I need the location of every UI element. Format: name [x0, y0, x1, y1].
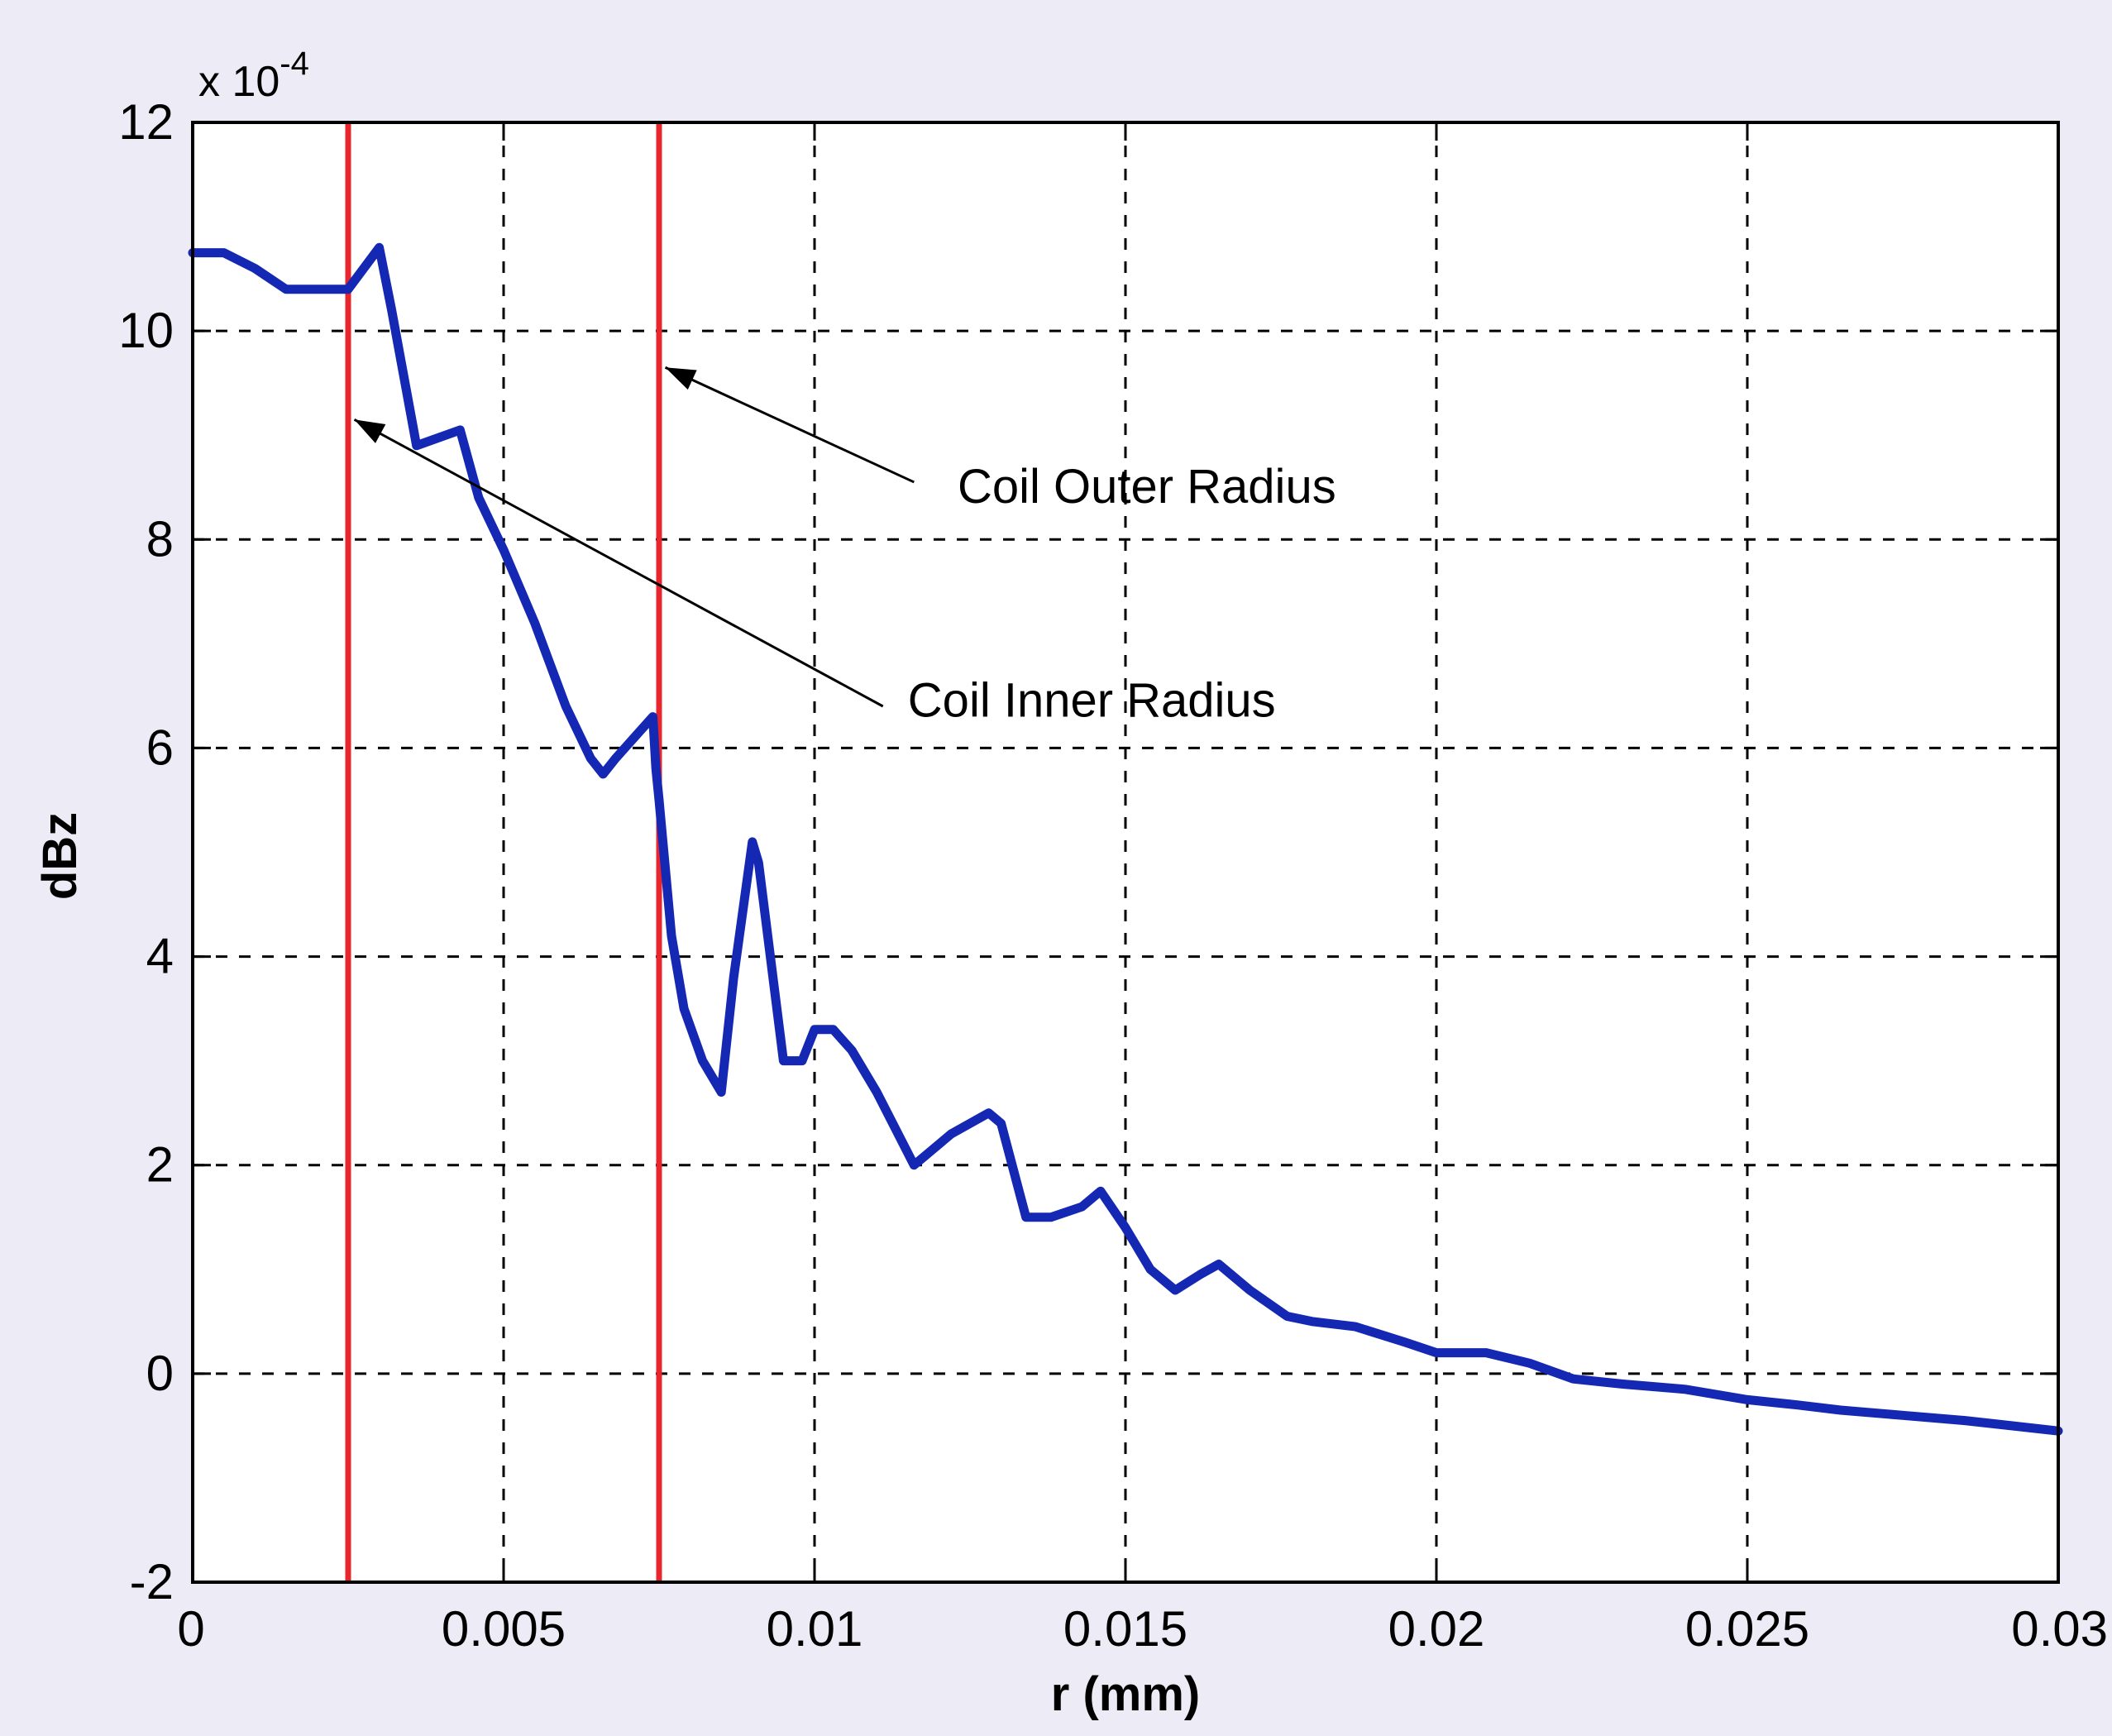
annotation-arrow-line	[353, 418, 884, 708]
y-multiplier: x 10-4	[198, 45, 309, 106]
series-group	[188, 242, 2063, 1436]
y-tick-label: 6	[146, 720, 174, 775]
x-tick-label: 0.005	[442, 1601, 566, 1657]
annotation-arrowhead	[665, 367, 697, 390]
x-tick-label: 0.02	[1388, 1601, 1485, 1657]
x-tick-label: 0.025	[1685, 1601, 1809, 1657]
y-tick-label: 8	[146, 511, 174, 567]
y-tick-label: 10	[118, 303, 174, 358]
y-tick-label: 4	[146, 929, 174, 984]
ticks	[191, 121, 2060, 1584]
grid	[193, 122, 2058, 1582]
x-tick-label: 0.01	[767, 1601, 863, 1657]
y-tick-label: 0	[146, 1346, 174, 1401]
radius-markers	[345, 122, 662, 1582]
y-tick-labels: -2 0 2 4 6 8 10 12	[118, 94, 174, 1609]
annotation-arrowhead	[354, 419, 386, 443]
x-axis-label: r (mm)	[1051, 1667, 1200, 1721]
annotation-label: Coil Inner Radius	[908, 674, 1276, 728]
y-axis-label: dBz	[33, 812, 87, 900]
plot-area	[193, 122, 2058, 1582]
annotation-arrow-line	[664, 366, 915, 484]
y-tick-label: -2	[130, 1554, 174, 1609]
series-line	[188, 242, 2063, 1436]
y-tick-label: 2	[146, 1137, 174, 1193]
x-tick-label: 0.015	[1063, 1601, 1187, 1657]
annotation-label: Coil Outer Radius	[958, 460, 1336, 514]
x-tick-label: 0.03	[2011, 1601, 2108, 1657]
annotations: Coil Outer Radius Coil Inner Radius	[353, 366, 1336, 728]
x-tick-label: 0	[177, 1601, 204, 1657]
y-tick-label: 12	[118, 94, 174, 150]
x-tick-labels: 0 0.005 0.01 0.015 0.02 0.025 0.03	[177, 1601, 2108, 1657]
